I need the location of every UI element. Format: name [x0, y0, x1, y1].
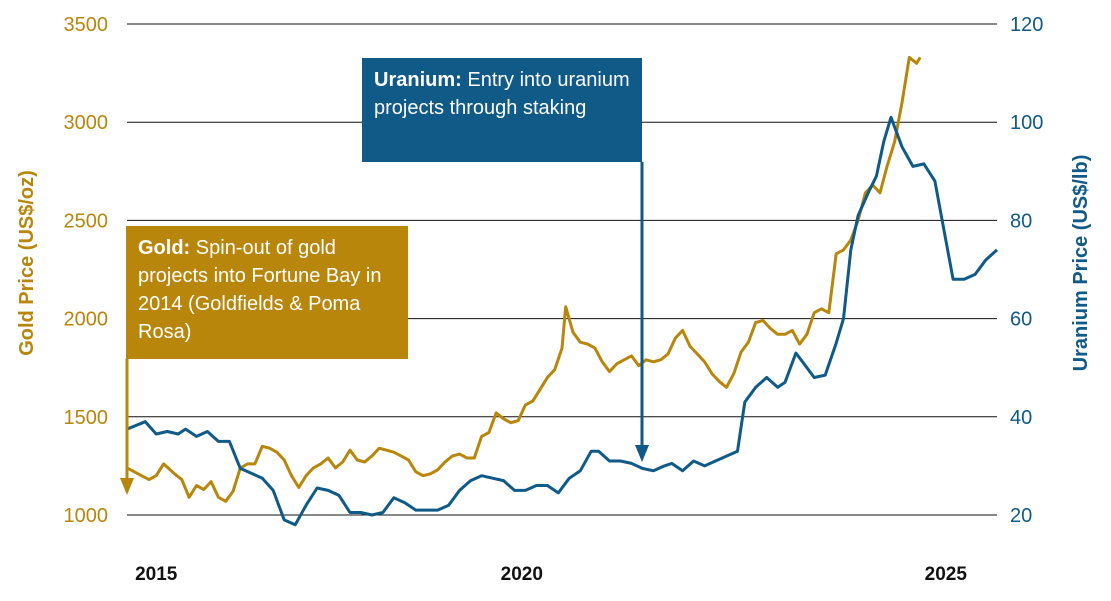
right-tick-label: 20 — [1010, 505, 1032, 527]
gold-callout: Gold: Spin-out of gold projects into For… — [126, 226, 408, 359]
series-layer — [126, 55, 998, 527]
left-axis-ticks: 1000 1500 2000 2500 3000 3500 — [64, 14, 109, 527]
left-tick-label: 1500 — [64, 407, 109, 429]
right-tick-label: 40 — [1010, 407, 1032, 429]
arrows — [120, 162, 649, 495]
x-tick-label: 2025 — [925, 564, 968, 585]
left-tick-label: 3000 — [64, 112, 109, 134]
gold-callout-label: Gold: — [138, 237, 191, 259]
left-axis-title: Gold Price (US$/oz) — [16, 170, 38, 356]
x-tick-label: 2015 — [135, 564, 178, 585]
x-axis-ticks: 2015 2020 2025 — [135, 564, 967, 585]
uranium-arrow-head — [635, 445, 649, 462]
right-tick-label: 80 — [1010, 210, 1032, 232]
uranium-price-line — [126, 115, 998, 527]
right-tick-label: 120 — [1010, 14, 1043, 36]
gold-callout-text: Spin-out of gold projects into Fortune B… — [138, 237, 382, 343]
left-tick-label: 2000 — [64, 309, 109, 331]
right-tick-label: 60 — [1010, 309, 1032, 331]
gold-arrow-head — [120, 478, 134, 495]
x-tick-label: 2020 — [501, 564, 543, 585]
right-axis-title: Uranium Price (US$/lb) — [1070, 155, 1092, 372]
left-tick-label: 1000 — [64, 505, 109, 527]
right-tick-label: 100 — [1010, 112, 1043, 134]
right-axis-ticks: 20 40 60 80 100 120 — [1010, 14, 1043, 527]
uranium-callout: Uranium: Entry into uranium projects thr… — [362, 58, 642, 162]
uranium-callout-label: Uranium: — [374, 69, 462, 91]
uranium-callout-text: Entry into uranium projects through stak… — [374, 69, 630, 119]
gold-price-line — [126, 55, 922, 503]
left-tick-label: 3500 — [64, 14, 109, 36]
left-tick-label: 2500 — [64, 210, 109, 232]
